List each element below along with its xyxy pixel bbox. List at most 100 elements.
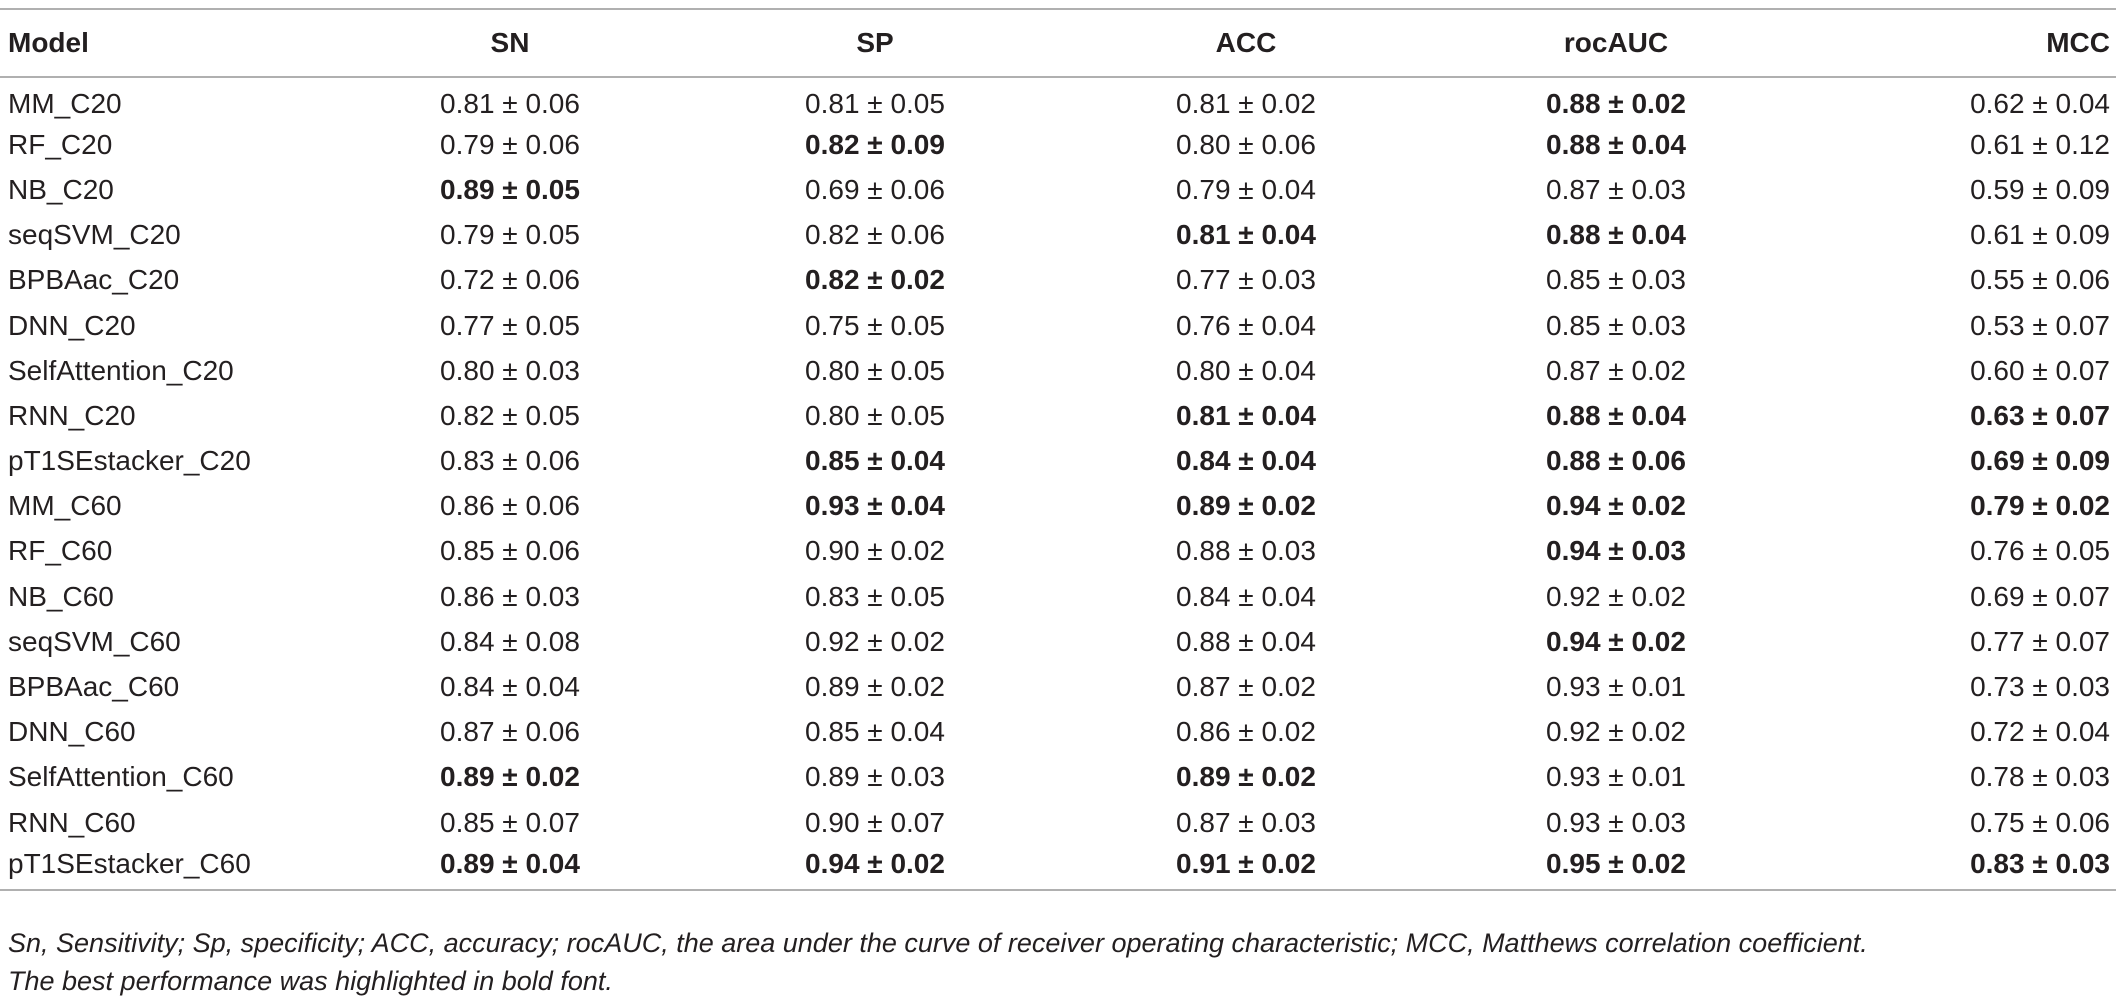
table-header: Model SN SP ACC rocAUC MCC [0, 8, 2116, 78]
cell-sn: 0.89 ± 0.05 [440, 173, 580, 205]
table-row: pT1SEstacker_C20 0.83 ± 0.06 0.85 ± 0.04 0.… [0, 439, 2116, 484]
cell-sn: 0.86 ± 0.03 [440, 580, 580, 612]
cell-acc: 0.84 ± 0.04 [1176, 445, 1316, 477]
cell-sn: 0.81 ± 0.06 [440, 88, 580, 120]
cell-rocauc: 0.88 ± 0.04 [1546, 399, 1686, 431]
cell-sn: 0.84 ± 0.04 [440, 671, 580, 703]
cell-mcc: 0.75 ± 0.06 [1970, 806, 2110, 838]
cell-mcc: 0.72 ± 0.04 [1970, 716, 2110, 748]
cell-model: MM_C20 [8, 88, 122, 120]
cell-acc: 0.76 ± 0.04 [1176, 309, 1316, 341]
cell-mcc: 0.61 ± 0.12 [1970, 128, 2110, 160]
cell-sn: 0.72 ± 0.06 [440, 264, 580, 296]
cell-rocauc: 0.88 ± 0.06 [1546, 445, 1686, 477]
cell-mcc: 0.77 ± 0.07 [1970, 625, 2110, 657]
header-row: Model SN SP ACC rocAUC MCC [0, 8, 2116, 78]
cell-mcc: 0.61 ± 0.09 [1970, 219, 2110, 251]
cell-sp: 0.82 ± 0.06 [805, 219, 945, 251]
cell-sp: 0.85 ± 0.04 [805, 445, 945, 477]
cell-sp: 0.89 ± 0.03 [805, 761, 945, 793]
cell-sn: 0.77 ± 0.05 [440, 309, 580, 341]
cell-acc: 0.81 ± 0.04 [1176, 399, 1316, 431]
cell-sp: 0.80 ± 0.05 [805, 354, 945, 386]
cell-rocauc: 0.93 ± 0.01 [1546, 671, 1686, 703]
cell-sp: 0.85 ± 0.04 [805, 716, 945, 748]
cell-sp: 0.90 ± 0.02 [805, 535, 945, 567]
cell-mcc: 0.53 ± 0.07 [1970, 309, 2110, 341]
footnote-abbreviations: Sn, Sensitivity; Sp, specificity; ACC, a… [8, 928, 1868, 958]
cell-model: seqSVM_C60 [8, 625, 181, 657]
header-sn: SN [330, 8, 690, 78]
table-row: seqSVM_C20 0.79 ± 0.05 0.82 ± 0.06 0.81 ± 0… [0, 213, 2116, 258]
table-row: MM_C20 0.81 ± 0.06 0.81 ± 0.05 0.81 ± 0.02 0… [0, 77, 2116, 122]
cell-sp: 0.82 ± 0.02 [805, 264, 945, 296]
cell-sn: 0.86 ± 0.06 [440, 490, 580, 522]
table-row: pT1SEstacker_C60 0.89 ± 0.04 0.94 ± 0.02 0.… [0, 845, 2116, 892]
header-rocauc: rocAUC [1432, 8, 1800, 78]
cell-rocauc: 0.87 ± 0.03 [1546, 173, 1686, 205]
cell-model: NB_C60 [8, 580, 114, 612]
cell-model: seqSVM_C20 [8, 219, 181, 251]
cell-model: DNN_C20 [8, 309, 136, 341]
cell-sp: 0.92 ± 0.02 [805, 625, 945, 657]
cell-sn: 0.82 ± 0.05 [440, 399, 580, 431]
table-row: NB_C60 0.86 ± 0.03 0.83 ± 0.05 0.84 ± 0.04 0… [0, 574, 2116, 619]
cell-model: pT1SEstacker_C20 [8, 445, 251, 477]
table-row: NB_C20 0.89 ± 0.05 0.69 ± 0.06 0.79 ± 0.04 0… [0, 167, 2116, 212]
cell-model: RF_C20 [8, 128, 113, 160]
performance-table: Model SN SP ACC rocAUC MCC MM_C20 0.81 ± … [0, 8, 2116, 892]
cell-acc: 0.81 ± 0.02 [1176, 88, 1316, 120]
cell-model: SelfAttention_C60 [8, 761, 234, 793]
cell-rocauc: 0.94 ± 0.02 [1546, 625, 1686, 657]
cell-acc: 0.80 ± 0.04 [1176, 354, 1316, 386]
table-row: RF_C20 0.79 ± 0.06 0.82 ± 0.09 0.80 ± 0.06 0… [0, 122, 2116, 167]
cell-rocauc: 0.85 ± 0.03 [1546, 264, 1686, 296]
cell-model: RNN_C60 [8, 806, 136, 838]
header-model: Model [0, 8, 330, 78]
cell-rocauc: 0.87 ± 0.02 [1546, 354, 1686, 386]
cell-sp: 0.94 ± 0.02 [690, 845, 1060, 892]
cell-mcc: 0.62 ± 0.04 [1970, 88, 2110, 120]
cell-model: SelfAttention_C20 [8, 354, 234, 386]
cell-sp: 0.83 ± 0.05 [805, 580, 945, 612]
cell-model: MM_C60 [8, 490, 122, 522]
cell-sn: 0.85 ± 0.06 [440, 535, 580, 567]
cell-mcc: 0.69 ± 0.09 [1970, 445, 2110, 477]
cell-acc: 0.91 ± 0.02 [1060, 845, 1432, 892]
cell-sp: 0.93 ± 0.04 [805, 490, 945, 522]
cell-rocauc: 0.88 ± 0.02 [1546, 88, 1686, 120]
cell-sp: 0.90 ± 0.07 [805, 806, 945, 838]
cell-mcc: 0.60 ± 0.07 [1970, 354, 2110, 386]
cell-rocauc: 0.94 ± 0.02 [1546, 490, 1686, 522]
table-row: RNN_C60 0.85 ± 0.07 0.90 ± 0.07 0.87 ± 0.03… [0, 800, 2116, 845]
cell-sn: 0.89 ± 0.04 [330, 845, 690, 892]
table-row: SelfAttention_C60 0.89 ± 0.02 0.89 ± 0.03 0… [0, 755, 2116, 800]
cell-acc: 0.87 ± 0.03 [1176, 806, 1316, 838]
cell-sp: 0.81 ± 0.05 [805, 88, 945, 120]
cell-sn: 0.79 ± 0.06 [440, 128, 580, 160]
cell-rocauc: 0.94 ± 0.03 [1546, 535, 1686, 567]
cell-mcc: 0.59 ± 0.09 [1970, 173, 2110, 205]
table-row: MM_C60 0.86 ± 0.06 0.93 ± 0.04 0.89 ± 0.02 0… [0, 484, 2116, 529]
cell-rocauc: 0.92 ± 0.02 [1546, 580, 1686, 612]
cell-sn: 0.83 ± 0.06 [440, 445, 580, 477]
cell-model: RNN_C20 [8, 399, 136, 431]
cell-model: RF_C60 [8, 535, 113, 567]
cell-acc: 0.89 ± 0.02 [1176, 490, 1316, 522]
table-row: seqSVM_C60 0.84 ± 0.08 0.92 ± 0.02 0.88 ± 0… [0, 619, 2116, 664]
cell-acc: 0.87 ± 0.02 [1176, 671, 1316, 703]
cell-mcc: 0.55 ± 0.06 [1970, 264, 2110, 296]
cell-mcc: 0.63 ± 0.07 [1970, 399, 2110, 431]
cell-sn: 0.79 ± 0.05 [440, 219, 580, 251]
cell-rocauc: 0.93 ± 0.01 [1546, 761, 1686, 793]
table-row: BPBAac_C60 0.84 ± 0.04 0.89 ± 0.02 0.87 ± 0… [0, 664, 2116, 709]
cell-rocauc: 0.88 ± 0.04 [1546, 219, 1686, 251]
cell-sn: 0.84 ± 0.08 [440, 625, 580, 657]
header-acc: ACC [1060, 8, 1432, 78]
cell-rocauc: 0.95 ± 0.02 [1432, 845, 1800, 892]
table-row: RF_C60 0.85 ± 0.06 0.90 ± 0.02 0.88 ± 0.03 0… [0, 529, 2116, 574]
cell-sp: 0.75 ± 0.05 [805, 309, 945, 341]
table-body: MM_C20 0.81 ± 0.06 0.81 ± 0.05 0.81 ± 0.02 0… [0, 77, 2116, 892]
cell-mcc: 0.69 ± 0.07 [1970, 580, 2110, 612]
